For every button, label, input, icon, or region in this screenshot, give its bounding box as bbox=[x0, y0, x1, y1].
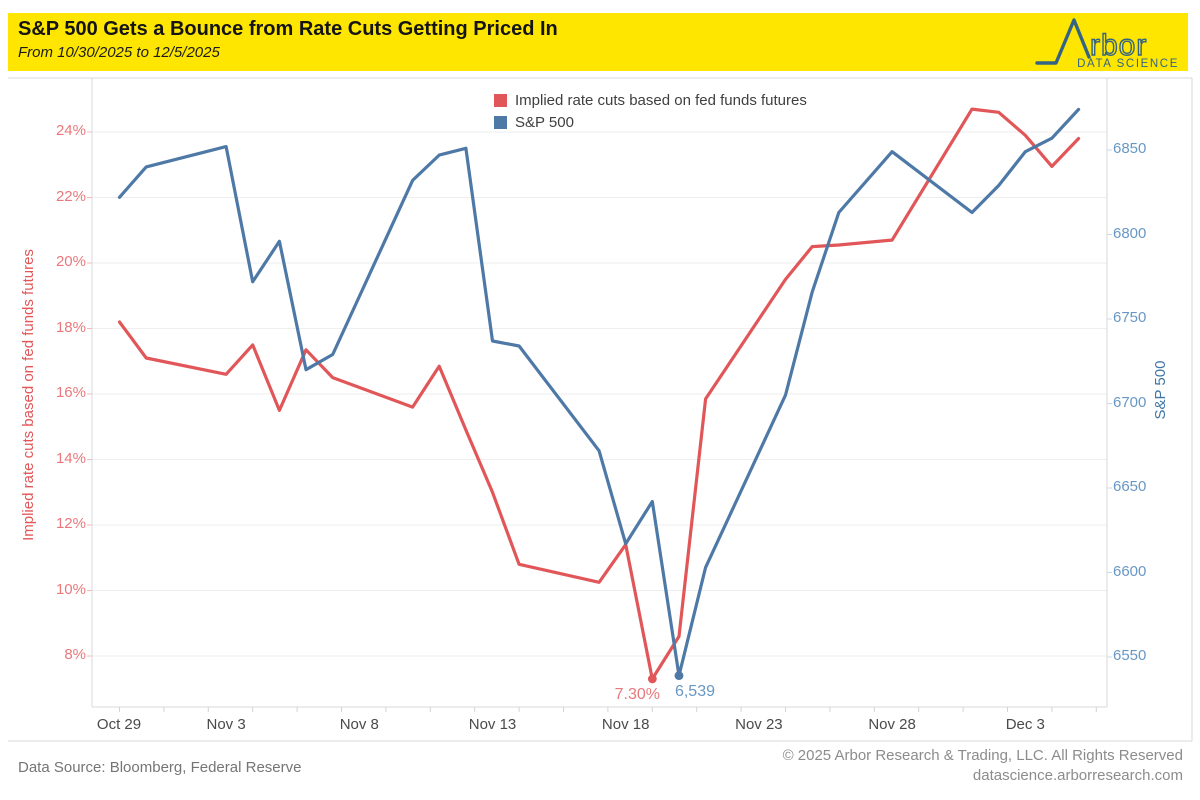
arbor-logo: rbor DATA SCIENCE bbox=[1035, 18, 1179, 70]
right-axis-title: S&P 500 bbox=[1152, 360, 1169, 420]
right-axis-tick-label: 6850 bbox=[1113, 140, 1147, 157]
legend-swatch-sp500-icon bbox=[494, 115, 507, 129]
right-axis-tick-label: 6600 bbox=[1113, 562, 1147, 580]
sp500-low-label: 6,539 bbox=[674, 682, 715, 700]
rate-cuts-line[interactable] bbox=[117, 107, 1081, 681]
legend-item-rate-cuts[interactable]: Implied rate cuts based on fed funds fut… bbox=[494, 89, 807, 111]
right-axis-tick-label: 6750 bbox=[1113, 309, 1147, 326]
copyright-block: © 2025 Arbor Research & Trading, LLC. Al… bbox=[783, 746, 1183, 786]
logo-tagline: DATA SCIENCE bbox=[1077, 58, 1179, 70]
gridlines bbox=[92, 131, 1107, 657]
right-axis-tick-label: 6800 bbox=[1113, 224, 1147, 242]
data-series bbox=[117, 107, 1081, 681]
website-link[interactable]: datascience.arborresearch.com bbox=[972, 767, 1183, 784]
left-axis-tick-label: 20% bbox=[55, 253, 86, 270]
logo-peak-icon bbox=[1035, 18, 1091, 65]
left-axis-tick-label: 18% bbox=[55, 318, 86, 336]
chart-title: S&P 500 Gets a Bounce from Rate Cuts Get… bbox=[18, 18, 558, 40]
x-axis-tick-label: Oct 29 bbox=[96, 716, 142, 733]
data-markers bbox=[647, 671, 684, 684]
x-axis-tick-label: Nov 23 bbox=[735, 716, 783, 733]
x-axis-tick-label: Nov 28 bbox=[868, 716, 916, 733]
left-axis-tick-label: 12% bbox=[55, 515, 86, 532]
header-banner: S&P 500 Gets a Bounce from Rate Cuts Get… bbox=[8, 13, 1188, 71]
legend-label-sp500: S&P 500 bbox=[515, 113, 574, 131]
left-axis-tick-label: 22% bbox=[55, 187, 86, 205]
axes bbox=[8, 77, 1193, 742]
legend: Implied rate cuts based on fed funds fut… bbox=[494, 89, 807, 133]
left-axis-tick-label: 8% bbox=[64, 646, 86, 663]
data-source-note: Data Source: Bloomberg, Federal Reserve bbox=[18, 759, 302, 776]
right-axis-tick-label: 6700 bbox=[1113, 393, 1147, 411]
chart-subtitle: From 10/30/2025 to 12/5/2025 bbox=[18, 44, 220, 61]
x-axis-tick-label: Nov 8 bbox=[339, 716, 379, 733]
rate-cuts-low-label: 7.30% bbox=[614, 685, 661, 703]
x-axis-tick-label: Nov 18 bbox=[601, 716, 650, 733]
right-axis-tick-label: 6550 bbox=[1113, 647, 1147, 664]
left-axis-tick-label: 14% bbox=[55, 449, 86, 467]
left-axis-tick-label: 10% bbox=[55, 580, 86, 598]
legend-item-sp500[interactable]: S&P 500 bbox=[494, 111, 807, 133]
logo-wordmark: rbor bbox=[1090, 29, 1147, 62]
legend-swatch-rate-cuts-icon bbox=[494, 93, 507, 107]
x-axis-tick-label: Nov 13 bbox=[468, 716, 517, 733]
right-axis-tick-label: 6650 bbox=[1113, 478, 1147, 495]
legend-label-rate-cuts: Implied rate cuts based on fed funds fut… bbox=[515, 91, 807, 109]
copyright-text: © 2025 Arbor Research & Trading, LLC. Al… bbox=[782, 747, 1183, 764]
sp500-low-marker[interactable] bbox=[674, 671, 684, 680]
x-axis-tick-label: Nov 3 bbox=[206, 716, 246, 733]
sp500-line[interactable] bbox=[117, 107, 1081, 678]
x-axis-tick-label: Dec 3 bbox=[1005, 716, 1045, 733]
rate-cuts-low-marker[interactable] bbox=[647, 674, 657, 684]
left-axis-tick-label: 24% bbox=[55, 122, 86, 139]
left-axis-tick-label: 16% bbox=[55, 384, 86, 401]
